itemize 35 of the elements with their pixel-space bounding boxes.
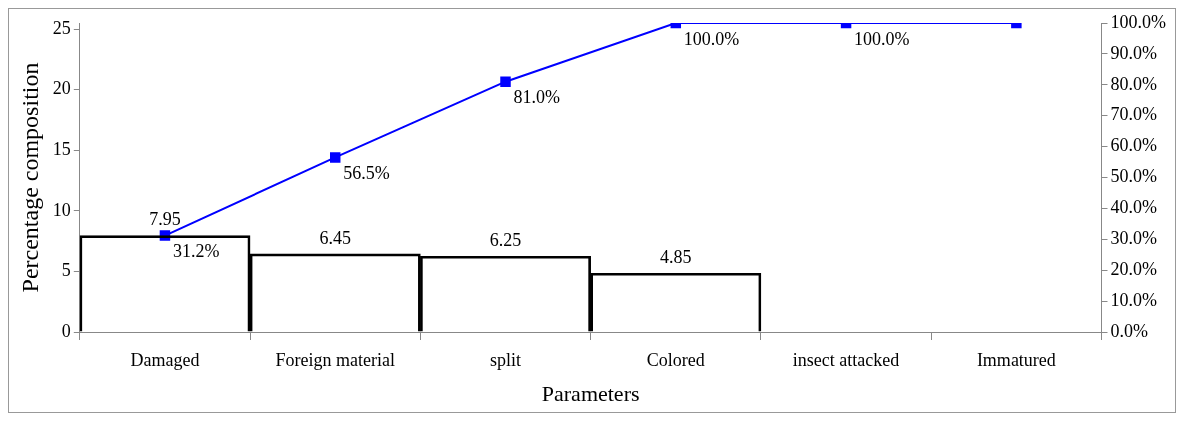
data-label: 4.85 — [660, 246, 692, 267]
x-tick-label: insect attacked — [792, 349, 900, 370]
y2-tick-label: 50.0% — [1110, 166, 1158, 187]
y2-tick-label: 90.0% — [1110, 42, 1158, 63]
y2-tick-label: 0.0% — [1110, 320, 1149, 341]
x-tick-label: Damaged — [130, 349, 200, 370]
point — [329, 152, 341, 163]
y2-tick-label: 100.0% — [1110, 11, 1167, 32]
y2-tick-label: 60.0% — [1110, 135, 1158, 156]
data-label: 31.2% — [172, 241, 220, 262]
y2-tick-label: 40.0% — [1110, 197, 1158, 218]
y-tick-label: 10 — [52, 199, 71, 220]
y2-tick-label: 70.0% — [1110, 104, 1158, 125]
y-tick-label: 15 — [52, 138, 71, 159]
y2-tick-label: 10.0% — [1110, 289, 1158, 310]
data-label: 81.0% — [513, 87, 561, 108]
y-tick-label: 25 — [52, 17, 71, 38]
y-axis-title: Percentage composition — [16, 62, 43, 293]
y-tick-label: 5 — [61, 260, 71, 281]
x-axis-title: Parameters — [541, 380, 640, 406]
data-label: 56.5% — [343, 163, 390, 184]
y-tick-label: 20 — [52, 78, 71, 99]
data-label: 100.0% — [854, 28, 910, 49]
x-tick-label: Foreign material — [275, 349, 395, 370]
y-tick-label: 0 — [61, 320, 71, 341]
x-tick-label: split — [490, 349, 522, 370]
data-label: 6.45 — [319, 227, 351, 248]
data-label: 100.0% — [683, 28, 740, 49]
x-tick-label: Colored — [646, 349, 705, 370]
y2-tick-label: 80.0% — [1110, 73, 1158, 94]
y2-tick-label: 30.0% — [1110, 228, 1158, 249]
data-label: 7.95 — [149, 209, 181, 230]
data-label: 6.25 — [489, 230, 522, 250]
x-tick-label: Immatured — [976, 349, 1056, 370]
y2-tick-label: 20.0% — [1110, 258, 1158, 279]
